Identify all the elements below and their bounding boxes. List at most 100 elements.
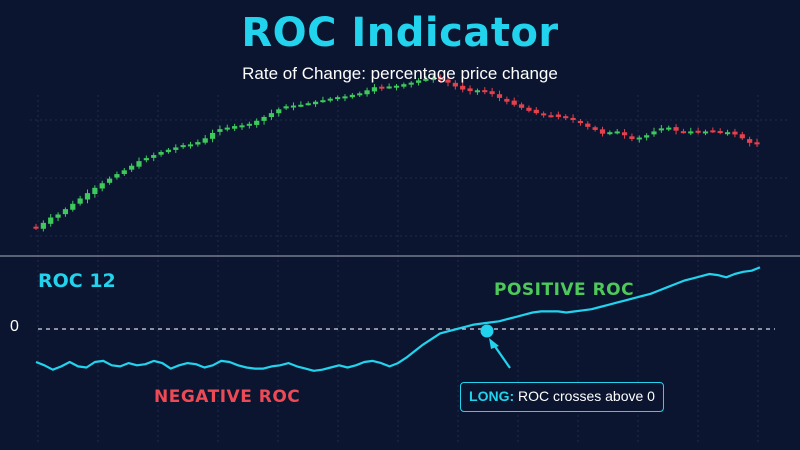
candle <box>636 135 642 143</box>
price-candles <box>33 74 760 232</box>
candle <box>84 189 91 204</box>
grid-lines <box>30 95 790 445</box>
candle <box>40 220 46 232</box>
signal-rest-text: ROC crosses above 0 <box>518 388 655 404</box>
candle <box>77 195 83 206</box>
candle <box>129 163 135 172</box>
candle <box>607 130 613 136</box>
candle <box>511 97 517 107</box>
candle <box>70 200 76 212</box>
candle <box>158 150 164 157</box>
candle <box>467 85 473 95</box>
candle <box>592 125 598 132</box>
candle <box>702 129 709 136</box>
candle <box>342 94 348 102</box>
candle <box>386 83 392 89</box>
candle <box>415 77 422 86</box>
candle <box>327 97 333 103</box>
candle <box>629 133 635 142</box>
candle <box>254 118 260 128</box>
candle <box>106 176 113 185</box>
candle <box>165 147 172 154</box>
candle <box>239 122 245 130</box>
candle <box>408 81 414 88</box>
candle <box>445 75 451 87</box>
roc-line <box>35 266 761 372</box>
candle <box>621 129 628 139</box>
candle <box>143 155 149 163</box>
candle <box>335 95 341 102</box>
candle <box>312 100 319 107</box>
candle <box>651 127 657 137</box>
candle <box>55 212 61 222</box>
candle <box>320 96 326 103</box>
candle <box>202 135 208 145</box>
candle <box>276 107 282 117</box>
candle <box>577 119 584 126</box>
candle <box>739 131 745 141</box>
candle <box>298 101 304 108</box>
candle <box>246 121 252 129</box>
candle <box>187 141 194 149</box>
candle <box>747 136 753 147</box>
candle <box>364 87 370 97</box>
candle <box>673 124 679 135</box>
crossover-arrow <box>489 338 511 369</box>
candle <box>496 90 503 102</box>
zero-axis-label: 0 <box>10 318 19 335</box>
candle <box>452 80 458 90</box>
candle <box>585 121 591 130</box>
chart-subtitle: Rate of Change: percentage price change <box>242 64 558 83</box>
candle <box>533 107 539 115</box>
candle <box>430 74 436 83</box>
indicator-label: ROC 12 <box>38 270 116 292</box>
candle <box>548 112 554 118</box>
candle <box>614 129 620 135</box>
negative-roc-label: NEGATIVE ROC <box>154 387 301 407</box>
candle <box>305 101 311 106</box>
crossover-point <box>480 324 494 338</box>
candle <box>401 82 407 89</box>
candle <box>224 124 230 132</box>
candle <box>121 168 127 176</box>
candle <box>680 128 687 134</box>
candle <box>541 111 547 118</box>
candle <box>349 92 355 99</box>
candle <box>710 127 716 133</box>
candle <box>371 83 378 94</box>
candle <box>261 115 267 125</box>
candle <box>33 223 39 230</box>
candle <box>460 82 466 93</box>
candle <box>695 127 701 135</box>
candle <box>99 180 105 192</box>
candle <box>599 126 606 137</box>
candle <box>518 102 525 110</box>
candle <box>379 84 385 91</box>
candle <box>283 104 289 111</box>
candle <box>732 128 738 138</box>
long-signal-callout: LONG: ROC crosses above 0 <box>460 382 664 412</box>
candle <box>173 144 179 153</box>
candle <box>151 152 157 162</box>
candle <box>290 102 297 111</box>
candle <box>232 123 238 132</box>
candle <box>717 128 723 135</box>
candle <box>482 87 488 95</box>
candle <box>209 129 216 143</box>
candle <box>754 138 760 147</box>
candle <box>136 157 142 169</box>
candle <box>393 84 400 91</box>
candle <box>217 125 223 136</box>
candle <box>195 139 201 147</box>
candle <box>268 109 275 120</box>
signal-strong-text: LONG: <box>469 388 515 404</box>
candle <box>644 133 650 141</box>
candle <box>114 171 120 180</box>
candle <box>658 125 664 133</box>
candle <box>489 87 495 97</box>
candle <box>724 129 731 136</box>
candle <box>666 125 672 132</box>
candle <box>423 76 429 82</box>
candle <box>48 213 54 227</box>
